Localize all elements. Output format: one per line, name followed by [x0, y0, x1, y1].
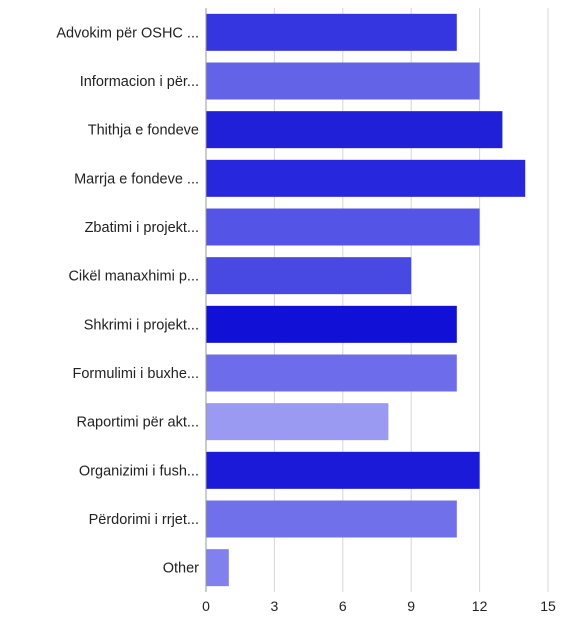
category-label: Advokim për OSHC ... — [56, 25, 199, 41]
category-label: Zbatimi i projekt... — [85, 220, 199, 236]
bar — [206, 549, 229, 587]
bars — [206, 13, 526, 587]
bar — [206, 354, 457, 392]
category-label: Marrja e fondeve ... — [74, 171, 199, 187]
bar — [206, 305, 457, 343]
bar — [206, 257, 412, 295]
x-tick-label: 3 — [271, 598, 279, 614]
x-tick-label: 9 — [407, 598, 415, 614]
category-label: Organizimi i fush... — [79, 463, 199, 479]
category-label: Thithja e fondeve — [88, 123, 199, 139]
x-tick-label: 6 — [339, 598, 347, 614]
category-label: Formulimi i buxhe... — [72, 366, 199, 382]
x-tick-label: 0 — [202, 598, 210, 614]
x-tick-label: 12 — [472, 598, 488, 614]
bar — [206, 159, 526, 197]
bar — [206, 208, 480, 246]
bar — [206, 111, 503, 149]
bar — [206, 13, 457, 51]
category-labels: Advokim për OSHC ... Informacion i për...… — [56, 25, 199, 576]
bar — [206, 403, 389, 441]
x-axis-ticks: 0 3 6 9 12 15 — [202, 598, 556, 614]
category-label: Raportimi për akt... — [77, 415, 200, 431]
bar — [206, 500, 457, 538]
category-label: Cikël manaxhimi p... — [68, 269, 199, 285]
bar — [206, 62, 480, 100]
category-label: Informacion i për... — [80, 74, 199, 90]
category-label: Other — [163, 561, 199, 577]
category-label: Shkrimi i projekt... — [84, 317, 199, 333]
category-label: Përdorimi i rrjet... — [89, 512, 199, 528]
grid-lines — [273, 8, 549, 592]
x-tick-label: 15 — [540, 598, 556, 614]
bar — [206, 451, 480, 489]
